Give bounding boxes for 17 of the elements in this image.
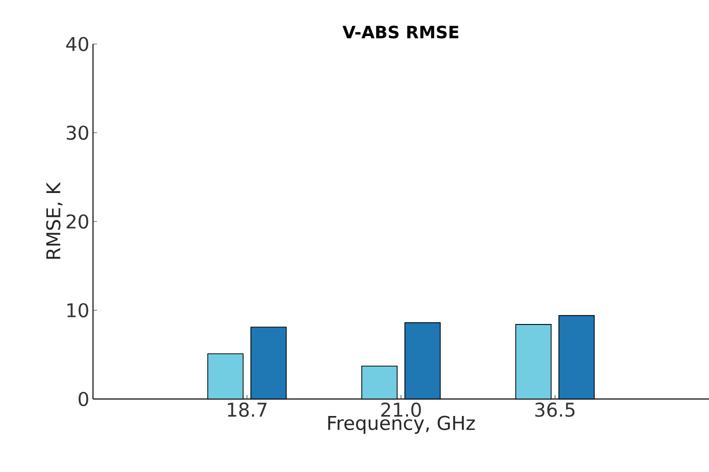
bar [361,366,398,400]
x-tick-label: 18.7 [228,402,267,417]
y-tick-label: 0 [78,392,88,406]
chart-title: V-ABS RMSE [342,26,458,38]
bar [558,315,595,400]
bar [250,326,287,400]
bar [404,322,441,400]
bar [515,324,552,400]
y-tick-label: 10 [67,303,88,318]
bar [207,353,244,400]
y-tick-label: 40 [66,36,88,52]
x-tick-label: 21.0 [381,402,421,417]
y-tick-label: 20 [66,214,88,229]
x-axis-title: Frequency, GHz [328,416,475,434]
y-tick-label: 30 [66,126,88,140]
x-tick-label: 36.5 [535,402,574,417]
y-axis-title: RMSE, K [46,182,62,259]
